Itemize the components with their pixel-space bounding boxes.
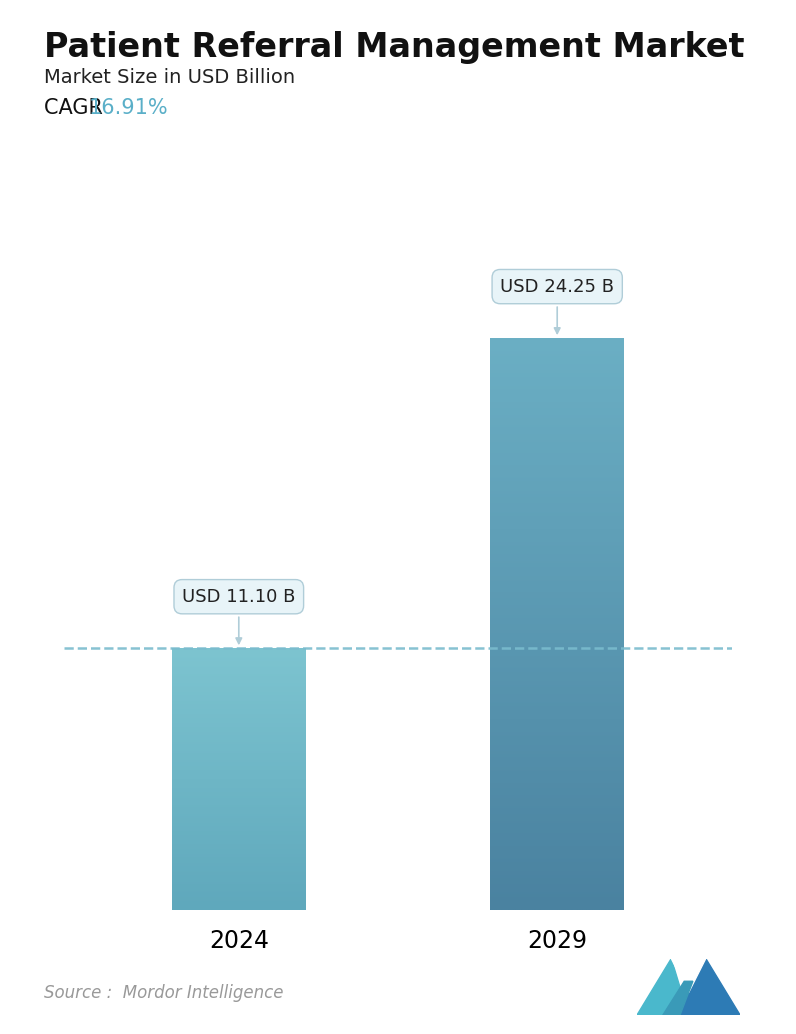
Polygon shape [637,959,689,1015]
Text: CAGR: CAGR [44,98,109,118]
Polygon shape [663,981,693,1015]
Text: Patient Referral Management Market: Patient Referral Management Market [44,31,744,64]
Text: USD 11.10 B: USD 11.10 B [182,587,295,643]
Text: Source :  Mordor Intelligence: Source : Mordor Intelligence [44,983,283,1002]
Text: Market Size in USD Billion: Market Size in USD Billion [44,68,295,87]
Polygon shape [671,959,706,993]
Text: 16.91%: 16.91% [89,98,169,118]
Text: USD 24.25 B: USD 24.25 B [500,277,615,333]
Polygon shape [671,959,740,1015]
